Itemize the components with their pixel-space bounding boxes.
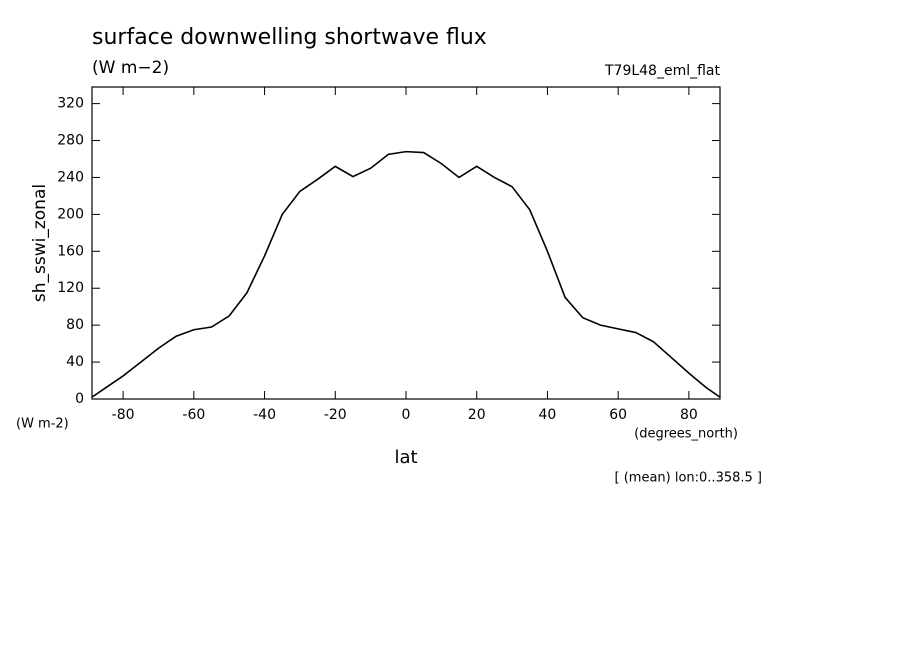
footnote: [ (mean) lon:0..358.5 ] — [615, 471, 763, 486]
x-tick-label: 0 — [402, 407, 411, 423]
y-tick-label: 40 — [66, 354, 84, 370]
x-tick-label: 20 — [468, 407, 486, 423]
y-tick-label: 80 — [66, 317, 84, 333]
x-axis-label: lat — [394, 447, 417, 468]
y-tick-label: 0 — [75, 391, 84, 407]
y-axis-label: sh_sswi_zonal — [30, 184, 50, 302]
y-tick-label: 240 — [57, 169, 84, 185]
y-units: (W m-2) — [16, 417, 69, 432]
x-units: (degrees_north) — [634, 427, 738, 442]
y-tick-label: 320 — [57, 96, 84, 112]
plot-frame — [91, 86, 721, 400]
y-tick-label: 200 — [57, 206, 84, 222]
x-tick-label: 80 — [680, 407, 698, 423]
x-tick-label: -80 — [112, 407, 135, 423]
data-line — [91, 150, 721, 398]
x-tick-label: 40 — [539, 407, 557, 423]
annotation: T79L48_eml_flat — [604, 63, 721, 79]
chart-title: surface downwelling shortwave flux — [92, 25, 487, 50]
x-tick-label: -20 — [324, 407, 347, 423]
y-tick-label: 280 — [57, 133, 84, 149]
y-tick-label: 120 — [57, 280, 84, 296]
x-tick-label: -40 — [253, 407, 276, 423]
units-label: (W m−2) — [92, 58, 169, 78]
x-tick-label: 60 — [609, 407, 627, 423]
x-tick-label: -60 — [182, 407, 205, 423]
y-tick-label: 160 — [57, 243, 84, 259]
